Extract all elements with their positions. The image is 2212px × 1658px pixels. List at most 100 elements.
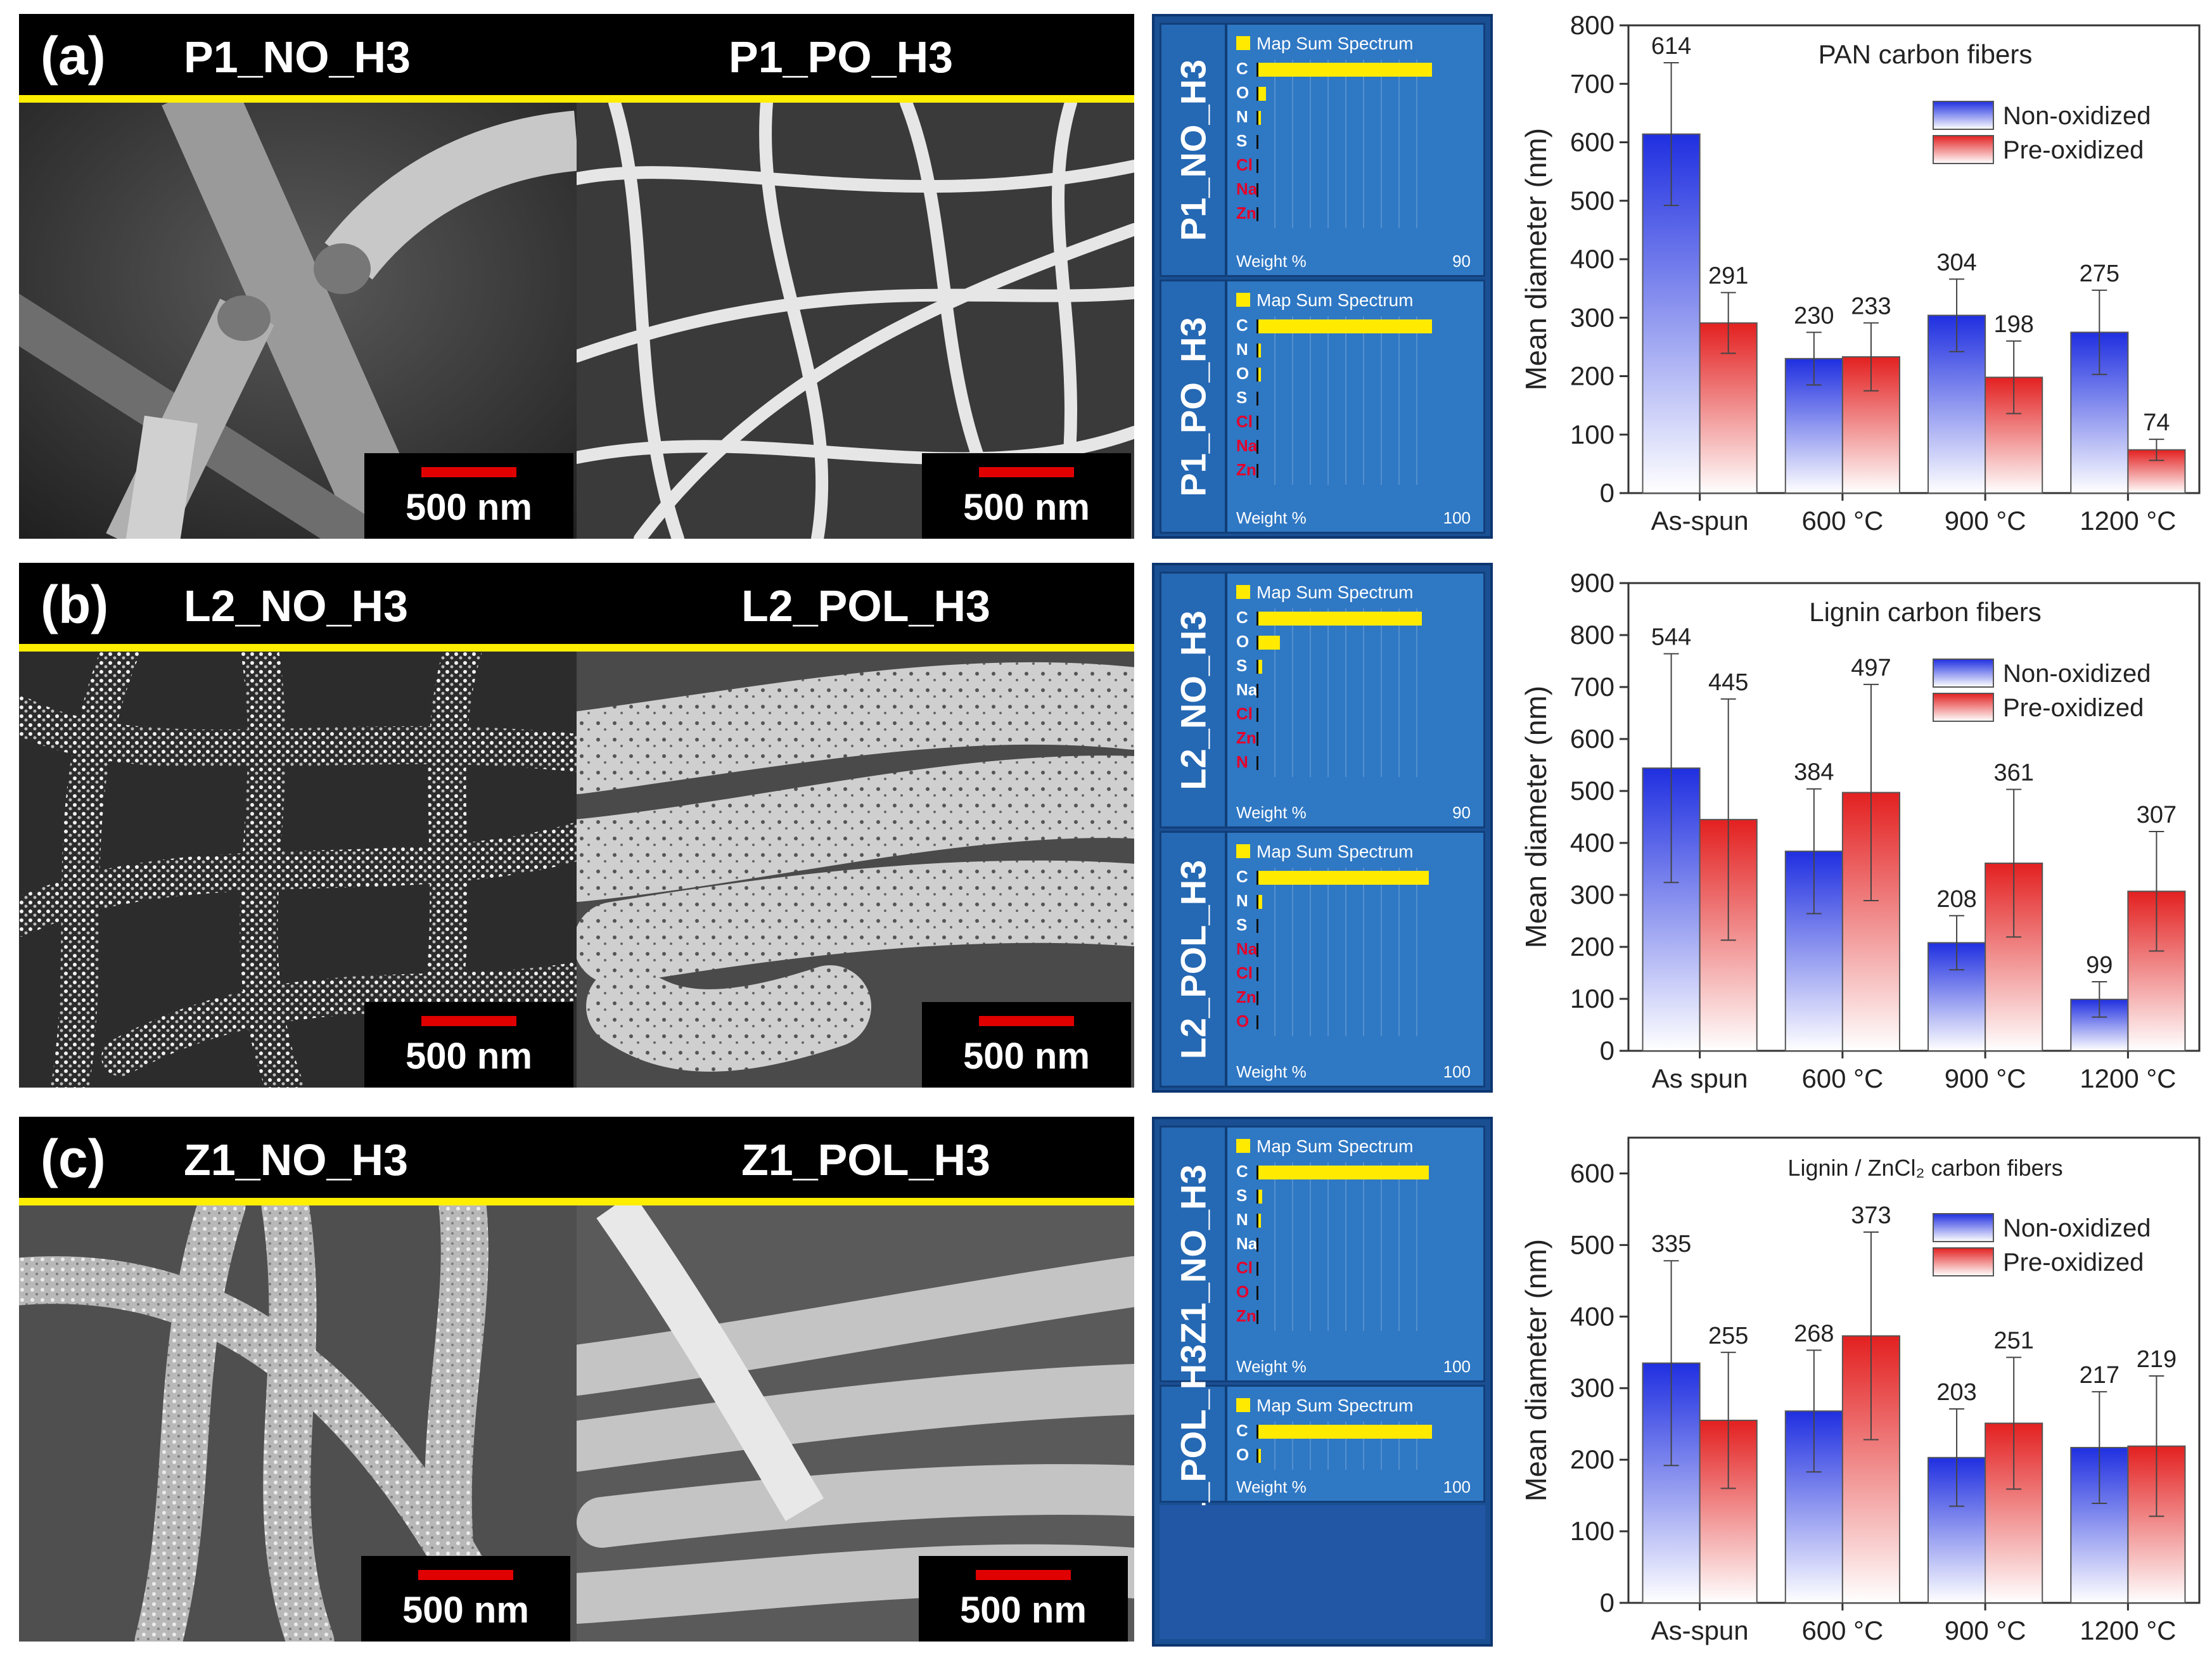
data-label: 361 [1993, 760, 2033, 787]
y-axis-label: Mean diameter (nm) [1519, 686, 1552, 948]
edx-gridline [1416, 60, 1417, 228]
edx-gridline [1381, 608, 1382, 777]
scale-bar [979, 1016, 1074, 1026]
edx-bar [1258, 319, 1433, 333]
y-axis-label: Mean diameter (nm) [1519, 128, 1552, 390]
edx-gridline [1327, 1422, 1329, 1470]
edx-element-label: Na [1236, 436, 1258, 455]
edx-side-label: L2_POL_H3 [1161, 833, 1227, 1086]
legend-label: Non-oxidized [2003, 660, 2151, 688]
edx-element-label: Cl [1236, 704, 1253, 723]
edx-element-label: S [1236, 915, 1248, 934]
edx-axis-label: Weight % [1236, 252, 1307, 271]
chart-pan-svg: 0 100 200 300 400 500 600 700 800 Mean diameter (… [1519, 10, 2201, 536]
scale-text: 500 nm [406, 1036, 532, 1077]
edx-gridline [1381, 1422, 1382, 1470]
edx-bar [1258, 636, 1281, 650]
edx-gridline [1345, 1162, 1346, 1331]
edx-side-label: Z1_NO_H3 [1161, 1128, 1227, 1380]
edx-gridline [1327, 60, 1329, 228]
edx-element-label: O [1236, 1282, 1250, 1301]
y-tick-label: 700 [1570, 68, 1614, 98]
edx-gridline [1363, 1422, 1364, 1470]
edx-sample-name: P1_NO_H3 [1173, 59, 1213, 241]
edx-bar [1258, 368, 1261, 382]
edx-gridline [1363, 868, 1364, 1036]
edx-element-label: O [1236, 632, 1250, 651]
scale-bar [976, 1570, 1071, 1580]
edx-baseline-tick [1256, 1310, 1258, 1324]
edx-baseline-tick [1256, 1425, 1258, 1439]
edx-baseline-tick [1256, 1015, 1258, 1029]
scale-box-left: 500 nm [361, 1556, 570, 1642]
edx-legend-swatch [1236, 1398, 1250, 1412]
data-label: 291 [1708, 263, 1748, 290]
edx-bar [1258, 111, 1261, 125]
y-tick-label: 400 [1570, 1301, 1614, 1331]
data-label: 544 [1651, 624, 1691, 651]
x-tick-label: As-spun [1651, 506, 1749, 536]
edx-spectrum-box: L2_POL_H3 Map Sum Spectrum C N S Na Cl Zn O Weigh… [1160, 831, 1485, 1088]
sem-image-left [19, 652, 577, 1088]
edx-baseline-tick [1256, 1166, 1258, 1179]
edx-gridline [1363, 60, 1364, 228]
edx-gridline [1274, 868, 1275, 1036]
chart-lignin-svg: 0 100 200 300 400 500 600 700 800 900 Mean diamete… [1519, 568, 2201, 1093]
edx-gridline [1416, 868, 1417, 1036]
x-tick-label: As spun [1652, 1064, 1748, 1093]
edx-baseline-tick [1256, 440, 1258, 454]
edx-spectrum-box: P1_PO_H3 Map Sum Spectrum C N O S Cl Na Zn Weight… [1160, 280, 1485, 534]
chart-title: PAN carbon fibers [1819, 39, 2033, 69]
edx-baseline-tick [1256, 895, 1258, 909]
bar [1928, 1456, 1986, 1604]
edx-element-label: C [1236, 867, 1248, 886]
edx-gridline [1398, 1422, 1400, 1470]
data-label: 233 [1851, 293, 1891, 320]
sem-left-label: P1_NO_H3 [184, 32, 411, 82]
edx-baseline-tick [1256, 87, 1258, 101]
scale-text: 500 nm [402, 1590, 529, 1631]
edx-gridline [1416, 1162, 1417, 1331]
data-label: 335 [1651, 1231, 1691, 1257]
edx-baseline-tick [1256, 991, 1258, 1005]
edx-element-label: N [1236, 1210, 1248, 1229]
edx-gridline [1310, 1422, 1311, 1470]
edx-gridline [1274, 60, 1275, 228]
edx-element-label: C [1236, 316, 1248, 335]
edx-element-label: Cl [1236, 963, 1253, 982]
edx-side-label: P1_PO_H3 [1161, 281, 1227, 532]
y-tick-label: 100 [1570, 1516, 1614, 1546]
edx-sample-name: P1_PO_H3 [1173, 316, 1213, 497]
legend-swatch [1933, 693, 1994, 722]
data-label: 74 [2143, 409, 2170, 436]
edx-element-label: N [1236, 107, 1248, 126]
edx-baseline-tick [1256, 1190, 1258, 1204]
edx-gridline [1310, 316, 1311, 485]
y-tick-label: 500 [1570, 1230, 1614, 1259]
edx-baseline-tick [1256, 732, 1258, 746]
sem-header: (c) Z1_NO_H3 Z1_POL_H3 [19, 1117, 1134, 1205]
edx-element-label: S [1236, 388, 1248, 407]
edx-gridline [1381, 316, 1382, 485]
edx-baseline-tick [1256, 368, 1258, 382]
data-label: 198 [1993, 311, 2033, 338]
legend-label: Pre-oxidized [2003, 136, 2144, 164]
data-label: 208 [1936, 886, 1976, 913]
y-tick-label: 300 [1570, 302, 1614, 332]
scale-bar [421, 1016, 516, 1026]
data-label: 497 [1851, 655, 1891, 681]
data-label: 445 [1708, 669, 1748, 696]
edx-baseline-tick [1256, 63, 1258, 77]
y-tick-label: 600 [1570, 1158, 1614, 1188]
y-tick-label: 600 [1570, 724, 1614, 754]
edx-baseline-tick [1256, 159, 1258, 173]
edx-element-label: Zn [1236, 1306, 1256, 1325]
edx-spectrum-box: Z1_NO_H3 Map Sum Spectrum C S N Na Cl O Zn Weight… [1160, 1126, 1485, 1382]
sem-right-label: Z1_POL_H3 [741, 1135, 990, 1185]
y-tick-label: 400 [1570, 244, 1614, 274]
y-tick-label: 500 [1570, 186, 1614, 215]
edx-element-label: Cl [1236, 155, 1253, 174]
edx-baseline-tick [1256, 207, 1258, 221]
edx-gridline [1327, 868, 1329, 1036]
edx-gridline [1310, 868, 1311, 1036]
